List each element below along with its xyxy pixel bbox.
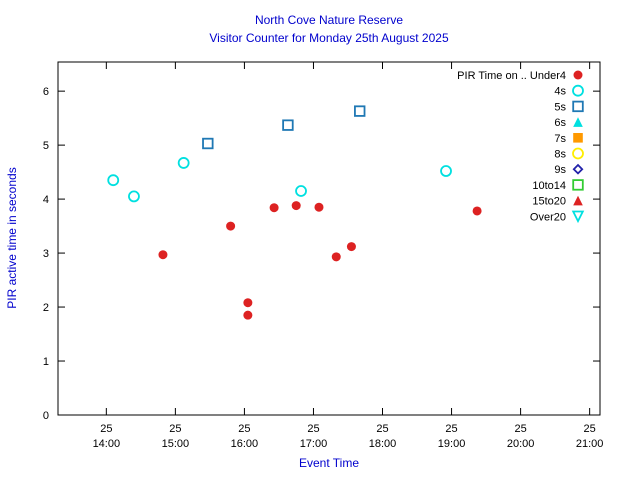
legend-marker-9s <box>572 163 584 175</box>
point-4s <box>440 165 452 177</box>
y-axis-label: PIR active time in seconds <box>5 167 19 308</box>
point-Under4 <box>269 203 279 213</box>
x-tick-label-time: 14:00 <box>93 438 121 450</box>
legend-marker-7s <box>573 133 583 143</box>
legend-label-4s: 4s <box>554 86 566 98</box>
legend-marker-6s <box>573 117 583 127</box>
legend-label-8s: 8s <box>554 149 566 161</box>
legend-label-5s: 5s <box>554 101 566 113</box>
point-Under4 <box>472 206 482 216</box>
legend-label-10to14: 10to14 <box>532 180 566 192</box>
x-tick-label-day: 25 <box>100 423 112 435</box>
chart-title: North Cove Nature Reserve <box>255 13 403 27</box>
legend-marker-10to14 <box>572 179 584 191</box>
x-tick-label-day: 25 <box>514 423 526 435</box>
point-Under4 <box>346 242 356 252</box>
legend-marker-4s <box>572 84 584 97</box>
x-tick-label-time: 21:00 <box>576 438 604 450</box>
y-tick-label: 4 <box>43 194 49 206</box>
x-tick-label-time: 15:00 <box>162 438 190 450</box>
y-tick-label: 2 <box>43 302 49 314</box>
x-tick-label-time: 17:00 <box>300 438 328 450</box>
legend-marker-5s <box>572 100 584 113</box>
legend-label-Over20: Over20 <box>530 211 566 223</box>
y-tick-label: 0 <box>43 410 49 422</box>
point-4s <box>177 157 190 169</box>
legend-marker-Over20 <box>571 210 585 224</box>
point-4s <box>128 190 140 203</box>
legend-label-15to20: 15to20 <box>532 196 566 208</box>
legend-label-7s: 7s <box>554 133 566 145</box>
legend-label-Under4: PIR Time on .. Under4 <box>457 70 566 82</box>
y-tick-label: 5 <box>43 140 49 152</box>
point-5s <box>354 105 366 117</box>
plot-content: 0 1 2 3 4 5 6 25 14:00 25 15:00 25 16:00 25 17:00 25 18:… <box>43 61 604 450</box>
legend-label-9s: 9s <box>554 164 566 176</box>
x-tick-label-time: 19:00 <box>438 438 466 450</box>
x-tick-label-day: 25 <box>376 423 388 435</box>
point-4s <box>295 185 307 197</box>
point-5s <box>202 137 214 150</box>
point-Under4 <box>158 250 168 260</box>
point-Under4 <box>331 252 341 262</box>
x-tick-label-day: 25 <box>584 423 596 435</box>
x-tick-label-day: 25 <box>238 423 250 435</box>
y-tick-label: 3 <box>43 248 49 260</box>
legend-label-6s: 6s <box>554 117 566 129</box>
legend-marker-Under4 <box>573 70 583 80</box>
point-Under4 <box>314 202 324 212</box>
y-tick-label: 6 <box>43 86 49 98</box>
point-Under4 <box>226 221 236 231</box>
x-tick-label-time: 16:00 <box>231 438 259 450</box>
legend-marker-8s <box>572 147 584 160</box>
point-4s <box>107 174 120 187</box>
x-tick-label-day: 25 <box>307 423 319 435</box>
x-tick-label-time: 20:00 <box>507 438 535 450</box>
point-5s <box>282 119 294 131</box>
y-tick-label: 1 <box>43 356 49 368</box>
plot-frame <box>57 61 601 416</box>
x-tick-label-day: 25 <box>445 423 457 435</box>
x-axis-label: Event Time <box>299 456 359 470</box>
legend-marker-15to20 <box>573 195 583 206</box>
point-Under4 <box>243 298 253 308</box>
x-tick-label-time: 18:00 <box>369 438 397 450</box>
x-tick-label-day: 25 <box>169 423 181 435</box>
chart-subtitle: Visitor Counter for Monday 25th August 2… <box>209 31 449 45</box>
point-Under4 <box>243 310 253 320</box>
point-Under4 <box>291 201 301 211</box>
